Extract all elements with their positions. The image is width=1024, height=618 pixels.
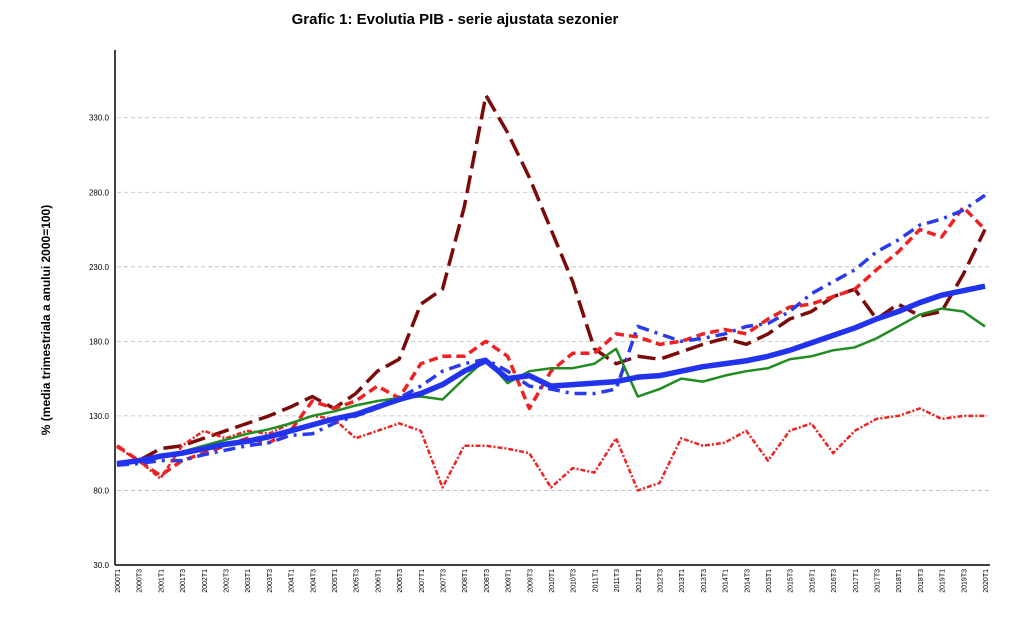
x-tick-label: 2011T3 (614, 569, 621, 592)
x-tick-label: 2016T3 (831, 569, 838, 593)
x-tick-label: 2000T3 (137, 569, 144, 593)
x-tick-label: 2000T1 (115, 569, 122, 593)
data-line (116, 193, 986, 467)
data-line (116, 205, 987, 478)
x-tick-label: 2013T1 (679, 569, 686, 593)
x-tick-label: 2011T1 (592, 569, 599, 592)
x-tick-label: 2009T3 (527, 569, 534, 593)
x-tick-label: 2016T1 (809, 569, 816, 593)
x-tick-label: 2012T1 (636, 569, 643, 593)
x-tick-label: 2003T3 (267, 569, 274, 593)
y-tick-label: 130.0 (89, 412, 110, 421)
x-tick-label: 2019T1 (940, 569, 947, 593)
x-tick-label: 2005T3 (354, 569, 361, 593)
x-tick-label: 2019T3 (961, 569, 968, 593)
x-tick-label: 2010T3 (571, 569, 578, 593)
x-tick-label: 2017T1 (853, 569, 860, 593)
x-tick-label: 2018T1 (896, 569, 903, 593)
x-tick-label: 2001T3 (180, 569, 187, 593)
chart-title: Grafic 1: Evolutia PIB - serie ajustata … (292, 11, 619, 28)
x-tick-label: 2006T3 (397, 569, 404, 593)
x-tick-label: 2007T3 (441, 569, 448, 593)
y-tick-label: 330.0 (89, 114, 110, 123)
x-tick-label: 2010T1 (549, 569, 556, 593)
x-tick-label: 2020T1 (983, 569, 990, 593)
x-tick-label: 2004T1 (289, 569, 296, 593)
x-tick-label: 2015T1 (766, 569, 773, 593)
x-tick-label: 2001T1 (158, 569, 165, 593)
data-line (116, 93, 987, 467)
data-line (116, 283, 986, 467)
x-tick-label: 2006T1 (375, 569, 382, 593)
x-tick-label: 2008T1 (462, 569, 469, 593)
x-tick-label: 2014T3 (744, 569, 751, 593)
y-tick-label: 230.0 (89, 263, 110, 272)
y-tick-label: 30.0 (93, 561, 109, 570)
x-tick-label: 2004T3 (310, 569, 317, 593)
x-tick-label: 2012T3 (658, 569, 665, 593)
x-tick-label: 2015T3 (788, 569, 795, 593)
x-tick-label: 2013T3 (701, 569, 708, 593)
x-tick-label: 2009T1 (506, 569, 513, 593)
x-tick-label: 2018T3 (918, 569, 925, 593)
data-line (116, 407, 985, 492)
x-tick-label: 2003T1 (245, 569, 252, 593)
data-line (116, 307, 986, 465)
x-tick-label: 2014T1 (723, 569, 730, 593)
y-tick-label: 80.0 (93, 486, 109, 495)
x-tick-label: 2002T3 (224, 569, 231, 593)
y-tick-label: 180.0 (89, 337, 110, 346)
x-tick-label: 2005T1 (332, 569, 339, 593)
x-tick-label: 2008T3 (484, 569, 491, 593)
x-tick-label: 2017T3 (875, 569, 882, 593)
x-tick-label: 2002T1 (202, 569, 209, 593)
y-axis-label: % (media trimestriala a anului 2000=100) (39, 205, 53, 435)
x-tick-label: 2007T1 (419, 569, 426, 593)
y-tick-label: 280.0 (89, 188, 110, 197)
